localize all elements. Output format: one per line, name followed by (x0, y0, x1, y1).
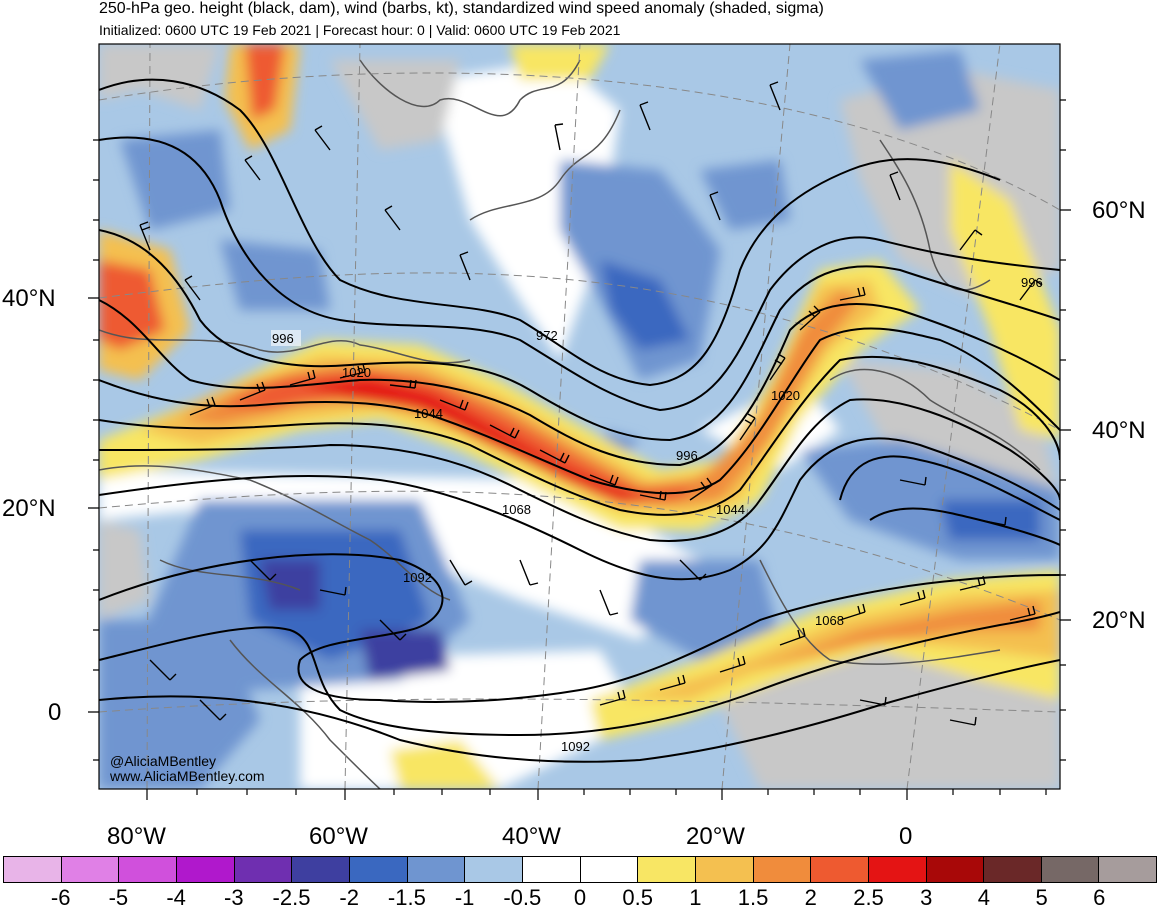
coastlines (99, 59, 1041, 789)
colorbar-label: -1 (454, 885, 475, 910)
colorbar-label: 5 (1035, 885, 1048, 910)
contour-label: 996 (272, 331, 294, 346)
colorbar-label: 4 (977, 885, 991, 910)
colorbar-label: -2 (339, 885, 359, 910)
colorbar-swatch (292, 857, 350, 882)
colorbar-label: -2.5 (272, 885, 311, 910)
contour-label: 1092 (403, 570, 432, 585)
colorbar-label: 0.5 (622, 885, 653, 910)
colorbar-label: -5 (108, 885, 129, 910)
colorbar-label: -1.5 (387, 885, 426, 910)
colorbar-swatch (753, 857, 812, 882)
colorbar-swatch (1099, 857, 1157, 882)
colorbar-label: 1 (689, 885, 702, 910)
credit-handle: @AliciaMBentley (110, 753, 217, 769)
lon-label: 40°W (502, 823, 561, 850)
lon-label: 80°W (107, 823, 166, 850)
map-title: 250-hPa geo. height (black, dam), wind (… (99, 0, 824, 17)
contour-label: 1092 (561, 739, 590, 754)
colorbar-swatch (868, 857, 927, 882)
map-subtitle: Initialized: 0600 UTC 19 Feb 2021 | Fore… (99, 22, 621, 38)
colorbar-swatch (522, 857, 581, 882)
contour-label: 1068 (815, 613, 844, 628)
colorbar-swatch (1041, 857, 1100, 882)
lat-label-left: 20°N (2, 495, 56, 522)
contour-label: 1020 (342, 365, 371, 380)
contour-label: 1020 (771, 388, 800, 403)
colorbar-swatch (638, 857, 696, 882)
colorbar-label: 3 (920, 885, 933, 910)
contour-label: 1068 (502, 502, 531, 517)
lon-label: 0 (899, 823, 913, 850)
wind-barbs (139, 81, 1043, 726)
colorbar-swatch (580, 857, 639, 882)
lat-label-left: 0 (48, 699, 62, 726)
contour-label: 972 (536, 328, 558, 343)
contour-label: 996 (676, 448, 698, 463)
colorbar-label: 6 (1093, 885, 1106, 910)
colorbar-swatch (4, 857, 62, 882)
colorbar-label: -6 (50, 885, 71, 910)
tick-marks (88, 99, 1071, 800)
colorbar-swatch (984, 857, 1042, 882)
graticule (99, 44, 1060, 789)
lat-label-left: 40°N (2, 285, 56, 312)
colorbar (3, 856, 1157, 883)
colorbar-swatch (349, 857, 408, 882)
lat-label-right: 20°N (1092, 607, 1146, 634)
lat-label-right: 60°N (1092, 197, 1146, 224)
colorbar-swatch (176, 857, 235, 882)
colorbar-label: -4 (166, 885, 186, 910)
colorbar-swatch (926, 857, 985, 882)
colorbar-swatch (119, 857, 177, 882)
contour-label: 1044 (716, 502, 745, 517)
colorbar-label: 1.5 (737, 885, 769, 910)
colorbar-label: 2.5 (853, 885, 884, 910)
anomaly-shading (99, 44, 1060, 789)
colorbar-swatch (61, 857, 120, 882)
colorbar-swatch (695, 857, 754, 882)
contour-label: 1044 (414, 406, 443, 421)
lon-label: 60°W (309, 823, 368, 850)
colorbar-label: -3 (224, 885, 244, 910)
colorbar-label: 2 (804, 885, 817, 910)
colorbar-label: 0 (573, 885, 587, 910)
lon-label: 20°W (686, 823, 745, 850)
map-frame (98, 43, 1061, 790)
colorbar-swatch (465, 857, 523, 882)
colorbar-swatch (811, 857, 869, 882)
lat-label-right: 40°N (1092, 417, 1146, 444)
height-contours (99, 78, 1060, 763)
colorbar-swatch (407, 857, 466, 882)
colorbar-swatch (234, 857, 293, 882)
credit-website: www.AliciaMBentley.com (110, 768, 265, 784)
contour-label: 996 (1021, 275, 1043, 290)
colorbar-label: -0.5 (503, 885, 542, 910)
